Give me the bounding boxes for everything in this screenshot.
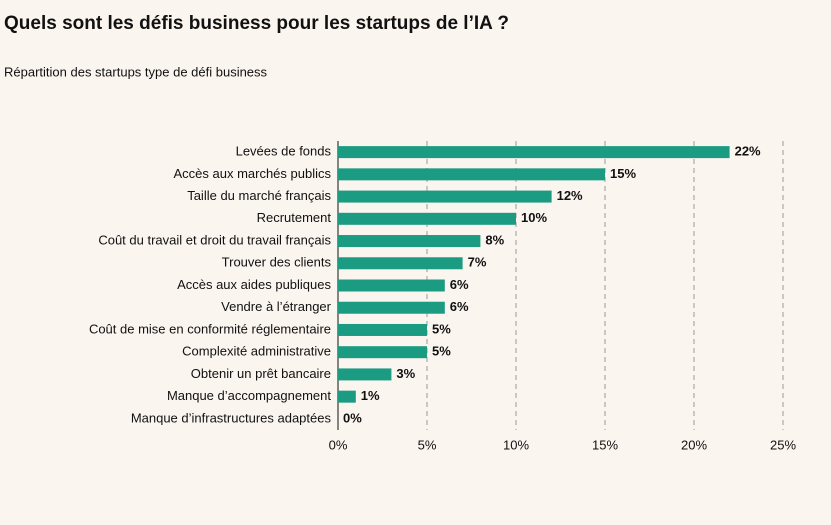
bar: [338, 279, 445, 292]
y-tick-label: Recrutement: [257, 210, 332, 225]
bar: [338, 146, 730, 159]
y-tick-label: Manque d’accompagnement: [167, 388, 331, 403]
value-label: 1%: [361, 388, 380, 403]
x-tick-label: 0%: [329, 437, 348, 452]
bar: [338, 168, 605, 181]
y-tick-label: Vendre à l’étranger: [221, 299, 332, 314]
bar: [338, 190, 552, 203]
y-tick-label: Levées de fonds: [236, 144, 332, 159]
value-label: 12%: [557, 188, 583, 203]
y-tick-label: Coût du travail et droit du travail fran…: [98, 232, 331, 247]
value-label: 6%: [450, 277, 469, 292]
value-label: 5%: [432, 344, 451, 359]
value-label: 8%: [485, 232, 504, 247]
y-tick-label: Manque d’infrastructures adaptées: [131, 410, 332, 425]
chart-subtitle: Répartition des startups type de défi bu…: [4, 64, 268, 79]
value-label: 7%: [468, 255, 487, 270]
y-tick-label: Complexité administrative: [182, 344, 331, 359]
bar: [338, 368, 392, 381]
x-tick-label: 5%: [418, 437, 437, 452]
bar: [338, 346, 427, 359]
chart-title: Quels sont les défis business pour les s…: [4, 13, 509, 34]
bar: [338, 212, 516, 225]
y-tick-label: Accès aux marchés publics: [173, 166, 331, 181]
bar: [338, 323, 427, 336]
x-tick-label: 20%: [681, 437, 707, 452]
bar: [338, 301, 445, 314]
y-tick-label: Trouver des clients: [222, 255, 332, 270]
y-tick-label: Accès aux aides publiques: [177, 277, 331, 292]
bar: [338, 390, 356, 403]
value-label: 3%: [396, 366, 415, 381]
x-tick-label: 10%: [503, 437, 529, 452]
value-label: 0%: [343, 410, 362, 425]
value-label: 5%: [432, 321, 451, 336]
bar: [338, 257, 463, 270]
value-label: 15%: [610, 166, 636, 181]
x-tick-label: 15%: [592, 437, 618, 452]
y-tick-label: Coût de mise en conformité réglementaire: [89, 321, 331, 336]
value-label: 22%: [735, 144, 761, 159]
bar: [338, 235, 481, 248]
value-label: 6%: [450, 299, 469, 314]
y-tick-label: Obtenir un prêt bancaire: [191, 366, 331, 381]
y-tick-label: Taille du marché français: [187, 188, 331, 203]
value-label: 10%: [521, 210, 547, 225]
x-tick-label: 25%: [770, 437, 796, 452]
